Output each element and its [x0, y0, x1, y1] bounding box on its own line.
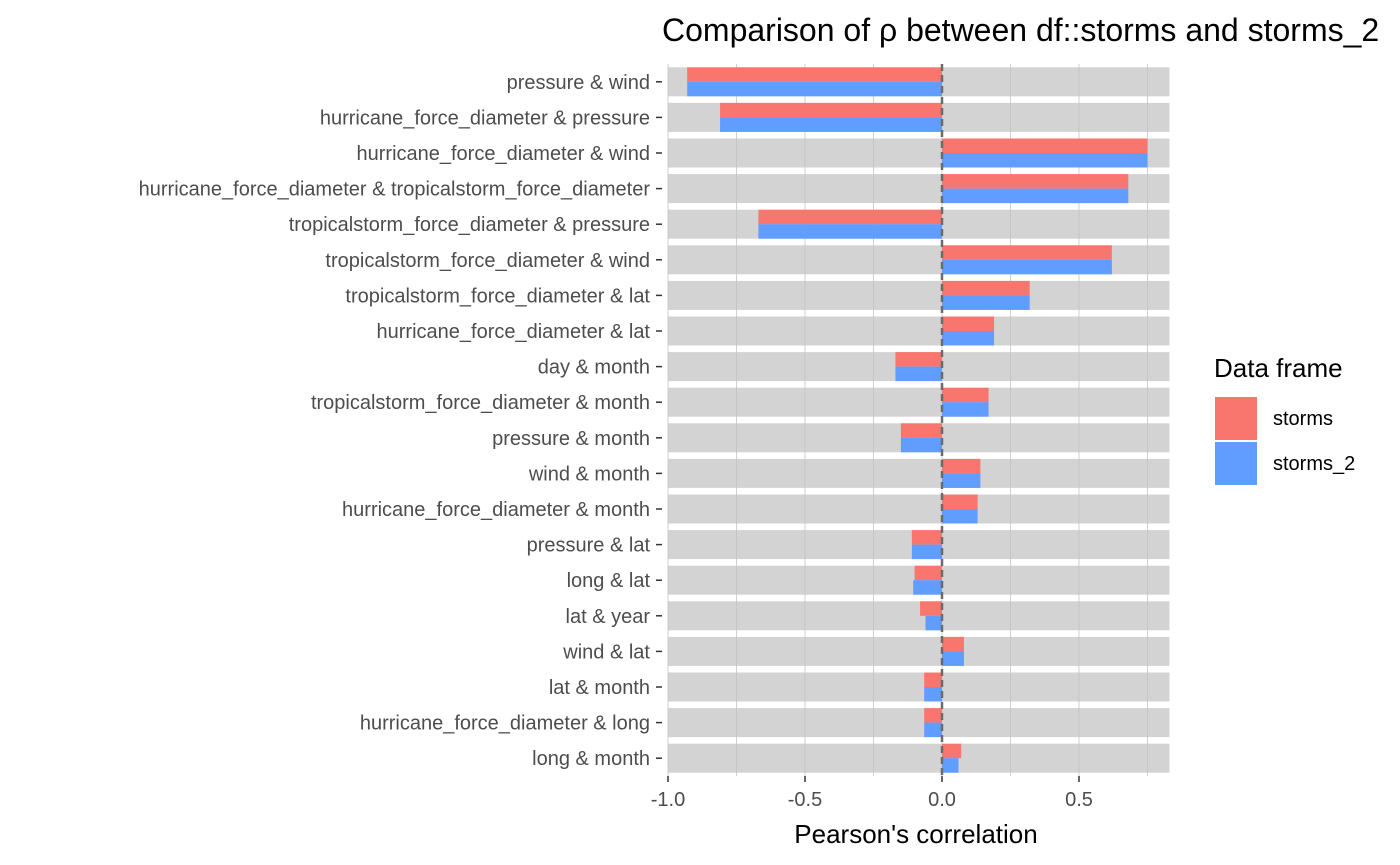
x-tick-label: -1.0	[651, 789, 685, 811]
bar-storms	[920, 601, 942, 616]
y-tick-label: tropicalstorm_force_diameter & wind	[325, 250, 650, 272]
y-tick-label: hurricane_force_diameter & wind	[357, 143, 651, 165]
bar-storms	[687, 67, 942, 82]
y-tick-label: pressure & wind	[507, 72, 650, 94]
y-tick-label: hurricane_force_diameter & long	[360, 713, 650, 735]
bar-storms_2	[942, 153, 1148, 168]
y-tick-label: long & month	[532, 748, 650, 770]
bar-storms	[895, 352, 942, 367]
bar-storms	[942, 316, 995, 331]
bar-storms	[942, 245, 1112, 260]
x-axis-title: Pearson's correlation	[794, 819, 1037, 849]
bar-storms_2	[900, 437, 942, 453]
background-bar	[668, 458, 1170, 488]
y-tick-label: lat & month	[549, 677, 650, 699]
x-tick-label: 0.0	[928, 789, 956, 811]
y-tick-label: wind & month	[528, 463, 650, 485]
y-tick-label: hurricane_force_diameter & pressure	[320, 107, 650, 129]
y-tick-label: pressure & month	[492, 428, 650, 450]
background-bar	[668, 672, 1170, 702]
bar-storms	[942, 743, 962, 759]
legend-swatch-storms_2	[1215, 442, 1257, 485]
bar-storms_2	[720, 117, 942, 132]
bar-storms	[720, 102, 942, 118]
y-tick-label: day & month	[538, 357, 650, 379]
bar-storms_2	[758, 224, 942, 239]
bar-storms_2	[913, 580, 942, 595]
y-tick-label: long & lat	[567, 570, 651, 592]
bar-storms	[942, 174, 1129, 189]
legend-label-storms: storms	[1273, 408, 1333, 430]
x-tick-label: 0.5	[1065, 789, 1093, 811]
bar-storms	[942, 387, 989, 403]
bar-storms_2	[942, 758, 959, 773]
bar-storms_2	[942, 331, 995, 346]
y-tick-label: hurricane_force_diameter & month	[342, 499, 650, 521]
legend: Data frame storms storms_2	[1214, 353, 1355, 485]
y-tick-label: lat & year	[566, 606, 651, 628]
bar-storms_2	[942, 651, 964, 666]
bar-storms_2	[942, 402, 989, 417]
chart-title: Comparison of ρ between df::storms and s…	[662, 12, 1379, 48]
legend-label-storms_2: storms_2	[1273, 453, 1355, 475]
bar-storms	[942, 494, 978, 509]
x-tick-label: -0.5	[788, 789, 822, 811]
bar-storms	[900, 423, 942, 438]
bar-storms_2	[925, 615, 942, 631]
background-bar	[668, 743, 1170, 773]
bar-storms	[942, 458, 981, 474]
y-tick-label: wind & lat	[562, 641, 650, 663]
y-tick-label: tropicalstorm_force_diameter & lat	[345, 285, 650, 307]
y-tick-label: tropicalstorm_force_diameter & month	[311, 392, 650, 414]
bar-storms_2	[942, 473, 981, 488]
y-tick-label: hurricane_force_diameter & tropicalstorm…	[139, 179, 651, 201]
y-tick-label: tropicalstorm_force_diameter & pressure	[289, 214, 650, 236]
bar-storms_2	[942, 188, 1129, 204]
bar-storms_2	[911, 544, 942, 560]
legend-swatch-storms	[1215, 397, 1257, 440]
bar-storms_2	[942, 259, 1112, 275]
bar-storms	[942, 138, 1148, 153]
bar-storms_2	[895, 366, 942, 382]
bar-storms_2	[942, 295, 1030, 310]
y-axis: pressure & wind hurricane_force_diameter …	[139, 72, 662, 770]
y-tick-label: hurricane_force_diameter & lat	[377, 321, 651, 343]
bar-storms	[758, 209, 942, 225]
bar-storms_2	[942, 509, 978, 524]
background-bar	[668, 601, 1170, 631]
legend-title: Data frame	[1214, 353, 1343, 383]
bar-storms	[942, 636, 964, 652]
bar-storms_2	[687, 81, 942, 97]
bar-storms	[911, 530, 942, 545]
x-axis: -1.0 -0.5 0.0 0.5	[651, 776, 1093, 811]
bar-storms	[924, 672, 942, 687]
background-bar	[668, 316, 1170, 346]
background-bar	[668, 636, 1170, 666]
background-bar	[668, 387, 1170, 417]
background-bar	[668, 708, 1170, 738]
bar-storms_2	[924, 687, 942, 702]
y-tick-label: pressure & lat	[527, 535, 651, 557]
bar-storms	[914, 565, 942, 581]
background-bar	[668, 494, 1170, 524]
background-bar	[668, 280, 1170, 310]
bar-storms	[942, 280, 1030, 296]
bar-storms	[924, 708, 942, 723]
bar-storms_2	[924, 722, 942, 738]
plot-panel	[667, 64, 1170, 776]
